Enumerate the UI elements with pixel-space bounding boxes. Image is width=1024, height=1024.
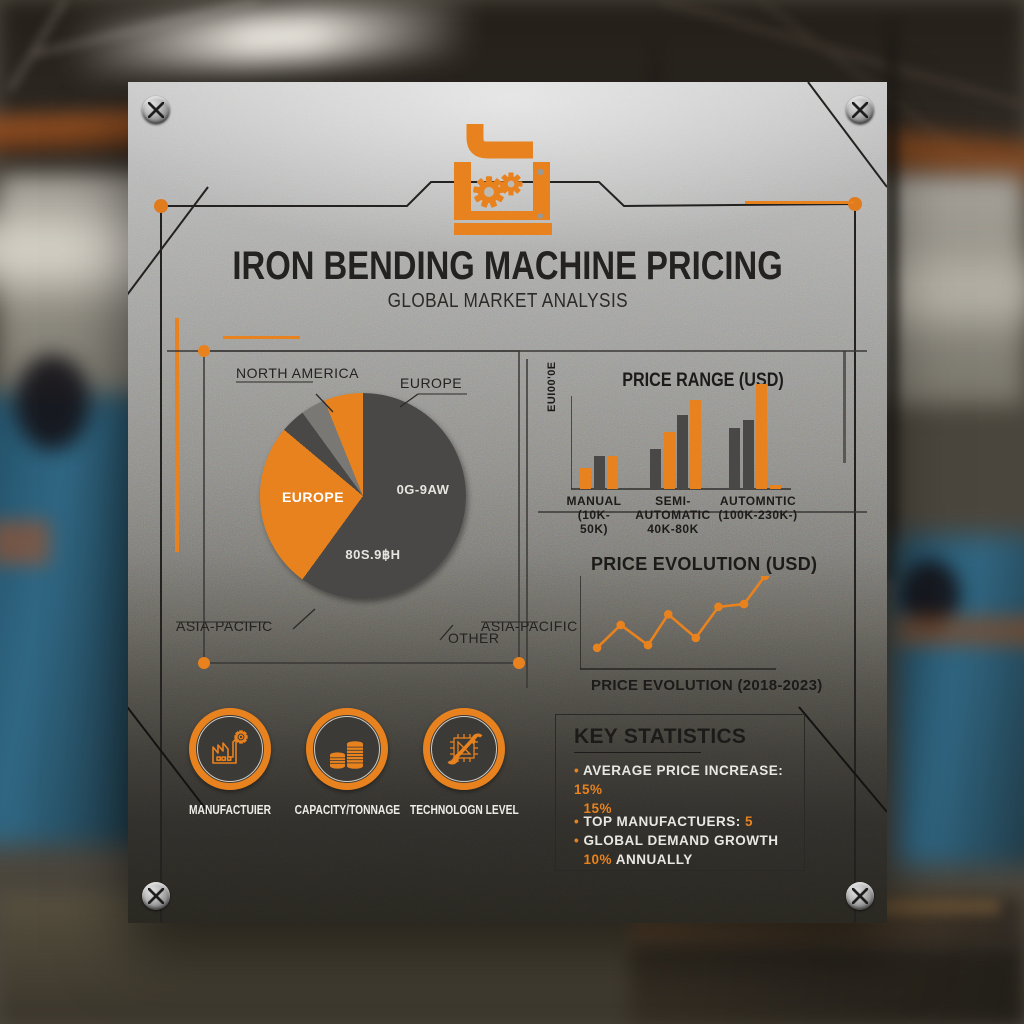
svg-text:NORTH AMERICA: NORTH AMERICA (236, 365, 359, 381)
svg-text:EUROPE: EUROPE (400, 375, 462, 391)
svg-text:ASIA-PACIFIC: ASIA-PACIFIC (176, 618, 273, 634)
svg-text:OTHER: OTHER (448, 630, 500, 646)
